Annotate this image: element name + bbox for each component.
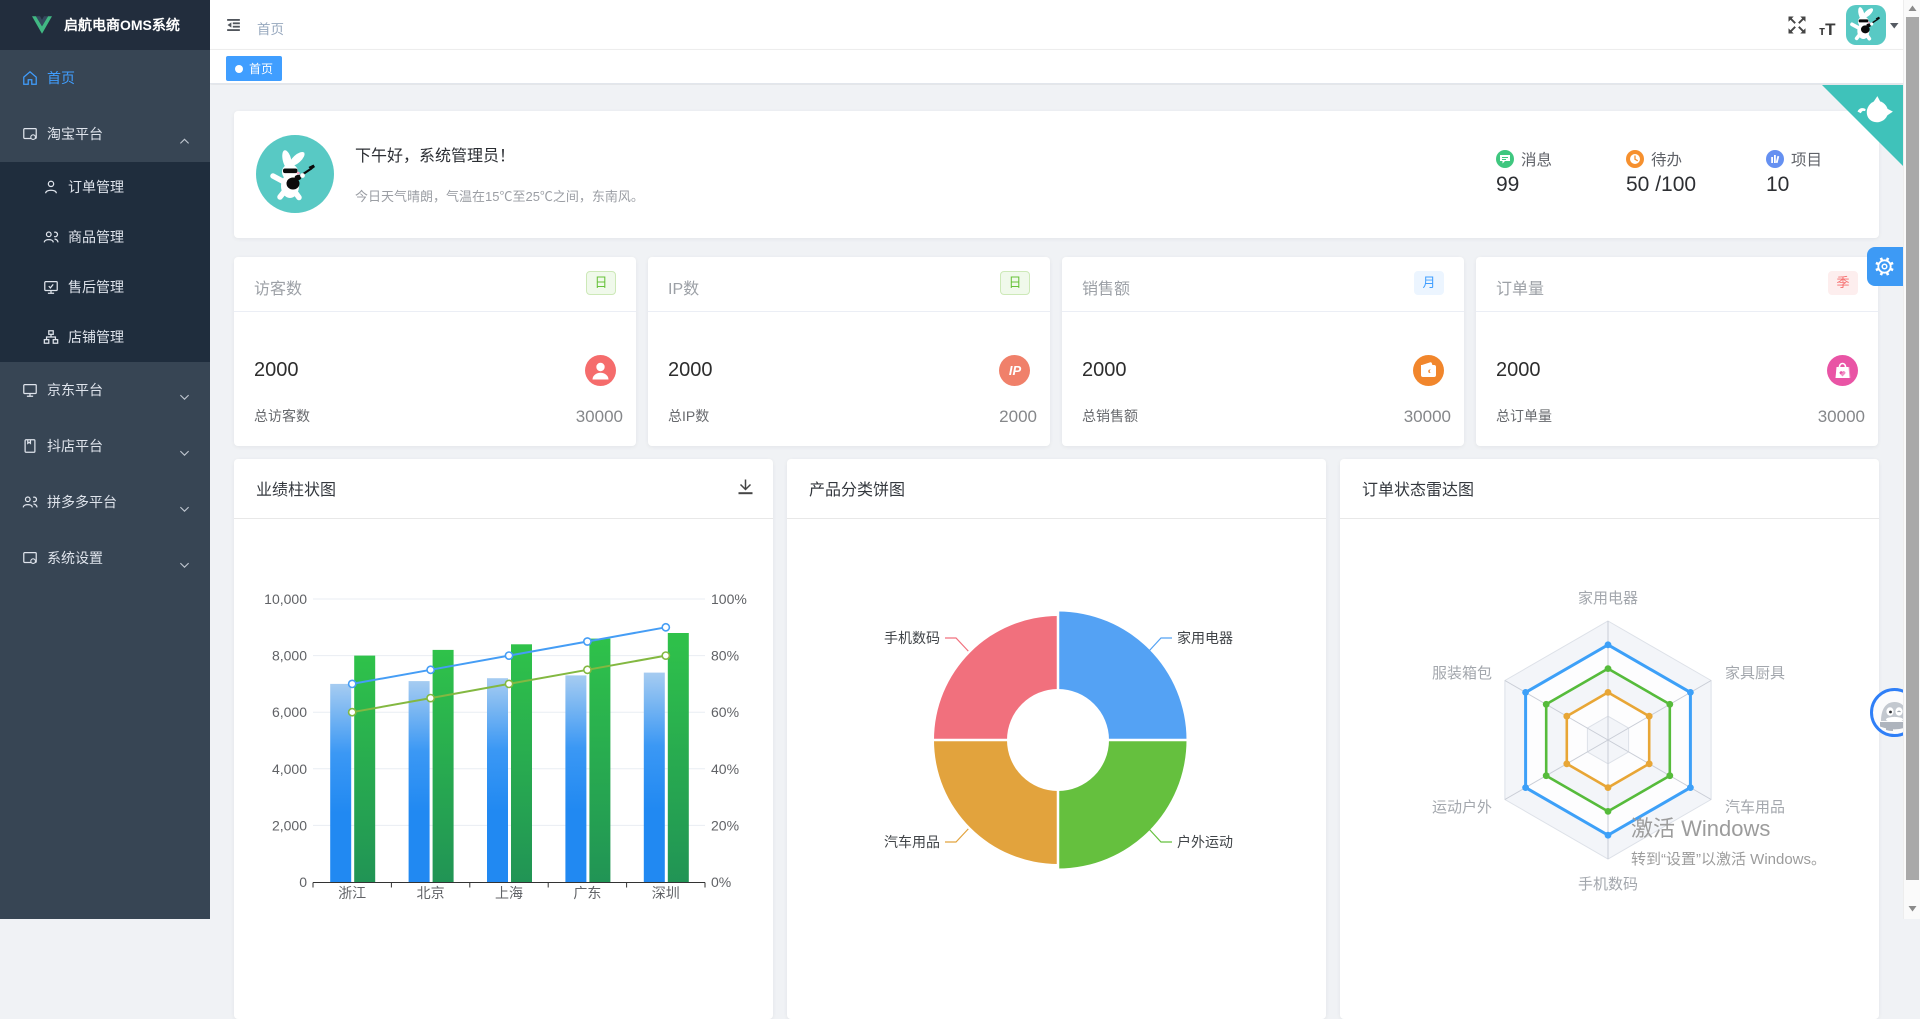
- svg-text:北京: 北京: [417, 885, 445, 901]
- svg-text:20%: 20%: [711, 817, 739, 833]
- svg-text:家用电器: 家用电器: [1578, 590, 1638, 607]
- svg-text:0: 0: [299, 874, 307, 890]
- svg-text:10,000: 10,000: [264, 591, 307, 607]
- svg-text:激活 Windows: 激活 Windows: [1631, 816, 1770, 841]
- svg-text:40%: 40%: [711, 761, 739, 777]
- svg-text:浙江: 浙江: [338, 885, 366, 901]
- svg-text:手机数码: 手机数码: [884, 630, 940, 646]
- svg-text:IP: IP: [1009, 363, 1022, 378]
- svg-text:2,000: 2,000: [272, 817, 307, 833]
- svg-text:转到“设置”以激活 Windows。: 转到“设置”以激活 Windows。: [1631, 851, 1826, 868]
- svg-text:家用电器: 家用电器: [1177, 630, 1233, 646]
- svg-text:8,000: 8,000: [272, 648, 307, 664]
- svg-text:广东: 广东: [573, 885, 601, 901]
- svg-text:运动户外: 运动户外: [1432, 799, 1492, 816]
- svg-text:上海: 上海: [495, 885, 523, 901]
- svg-text:深圳: 深圳: [652, 885, 680, 901]
- svg-text:手机数码: 手机数码: [1578, 876, 1638, 893]
- svg-text:60%: 60%: [711, 704, 739, 720]
- svg-text:4,000: 4,000: [272, 761, 307, 777]
- svg-text:服装箱包: 服装箱包: [1432, 665, 1492, 682]
- svg-text:汽车用品: 汽车用品: [1725, 799, 1785, 816]
- svg-text:家具厨具: 家具厨具: [1725, 665, 1785, 682]
- svg-text:0%: 0%: [711, 874, 731, 890]
- svg-text:80%: 80%: [711, 648, 739, 664]
- svg-text:户外运动: 户外运动: [1177, 834, 1233, 850]
- svg-text:6,000: 6,000: [272, 704, 307, 720]
- svg-text:汽车用品: 汽车用品: [884, 834, 940, 850]
- svg-text:100%: 100%: [711, 591, 747, 607]
